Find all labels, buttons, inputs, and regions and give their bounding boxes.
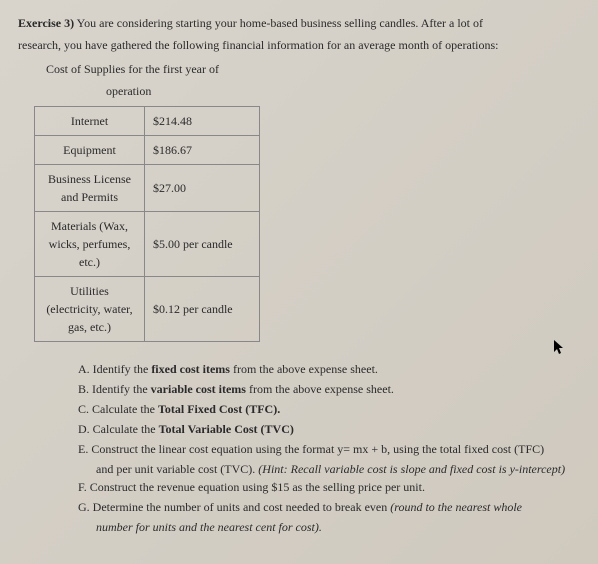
table-row: Utilities (electricity, water, gas, etc.… <box>35 277 260 342</box>
question-e: E. Construct the linear cost equation us… <box>78 440 580 458</box>
table-row: Internet $214.48 <box>35 107 260 136</box>
cost-table: Internet $214.48 Equipment $186.67 Busin… <box>34 106 260 342</box>
table-row: Materials (Wax, wicks, perfumes, etc.) $… <box>35 212 260 277</box>
q-bold: variable cost items <box>151 382 246 396</box>
q-italic: (Hint: Recall variable cost is slope and… <box>258 462 565 476</box>
q-italic: (round to the nearest whole <box>390 500 522 514</box>
exercise-intro: Exercise 3) You are considering starting… <box>18 14 580 32</box>
question-g-sub: number for units and the nearest cent fo… <box>96 518 580 536</box>
cell-label: Business License and Permits <box>35 165 145 212</box>
intro-text-2: research, you have gathered the followin… <box>18 36 580 54</box>
question-d: D. Calculate the Total Variable Cost (TV… <box>78 420 580 438</box>
q-text: B. Identify the <box>78 382 151 396</box>
questions-list: A. Identify the fixed cost items from th… <box>78 360 580 536</box>
q-text: E. Construct the linear cost equation us… <box>78 442 544 456</box>
q-bold: fixed cost items <box>151 362 230 376</box>
intro-text-1: You are considering starting your home-b… <box>74 16 483 30</box>
table-title-1: Cost of Supplies for the first year of <box>46 60 580 78</box>
q-text: from the above expense sheet. <box>246 382 394 396</box>
cell-label: Equipment <box>35 136 145 165</box>
cell-label: Internet <box>35 107 145 136</box>
table-row: Equipment $186.67 <box>35 136 260 165</box>
question-e-sub: and per unit variable cost (TVC). (Hint:… <box>96 460 580 478</box>
cell-value: $214.48 <box>145 107 260 136</box>
q-bold: Total Variable Cost (TVC) <box>159 422 294 436</box>
q-text: C. Calculate the <box>78 402 158 416</box>
cursor-icon <box>554 340 566 363</box>
table-title-2: operation <box>106 82 580 100</box>
q-text: G. Determine the number of units and cos… <box>78 500 390 514</box>
table-row: Business License and Permits $27.00 <box>35 165 260 212</box>
q-text: D. Calculate the <box>78 422 159 436</box>
exercise-label: Exercise 3) <box>18 16 74 30</box>
q-text: from the above expense sheet. <box>230 362 378 376</box>
question-g: G. Determine the number of units and cos… <box>78 498 580 516</box>
question-b: B. Identify the variable cost items from… <box>78 380 580 398</box>
cell-value: $5.00 per candle <box>145 212 260 277</box>
cell-value: $27.00 <box>145 165 260 212</box>
q-bold: Total Fixed Cost (TFC). <box>158 402 280 416</box>
cell-label: Utilities (electricity, water, gas, etc.… <box>35 277 145 342</box>
q-text: and per unit variable cost (TVC). <box>96 462 258 476</box>
question-f: F. Construct the revenue equation using … <box>78 478 580 496</box>
q-text: A. Identify the <box>78 362 151 376</box>
cell-label: Materials (Wax, wicks, perfumes, etc.) <box>35 212 145 277</box>
cell-value: $0.12 per candle <box>145 277 260 342</box>
cell-value: $186.67 <box>145 136 260 165</box>
question-a: A. Identify the fixed cost items from th… <box>78 360 580 378</box>
question-c: C. Calculate the Total Fixed Cost (TFC). <box>78 400 580 418</box>
